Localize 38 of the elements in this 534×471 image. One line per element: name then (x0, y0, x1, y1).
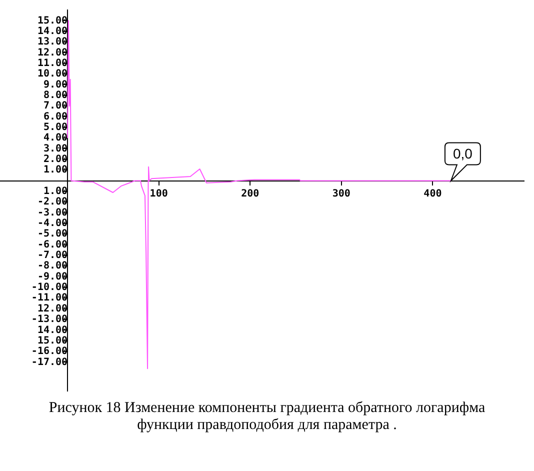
y-tick-label: -11.00 (31, 292, 68, 304)
y-tick-label: 15.00 (37, 335, 68, 346)
y-tick-label: 15.00 (37, 15, 68, 26)
y-tick-label: 3.00 (43, 143, 68, 154)
y-tick-label: 6.00 (43, 111, 68, 122)
y-tick-label: 12.00 (37, 303, 68, 314)
y-tick-label: 14.00 (37, 324, 68, 336)
y-tick-label: 8.00 (43, 90, 68, 101)
y-tick-label: 14.00 (37, 26, 68, 37)
x-tick-label: 200 (241, 188, 260, 200)
y-tick-label: -16.00 (31, 346, 68, 358)
y-tick-label: 1.00 (43, 164, 68, 176)
y-tick-label: 9.00 (43, 79, 68, 90)
y-tick-label: 7.00 (43, 100, 68, 112)
text: Рисунок 18 Изменение компоненты градиента обратного логарифма функции правдоподобия для параметра . (48, 400, 486, 434)
y-tick-label: -2.00 (37, 196, 68, 208)
annotation: 0,0 (452, 146, 473, 162)
y-tick-label: -6.00 (37, 239, 68, 250)
y-tick-label: 5.00 (43, 122, 68, 133)
y-tick-label: 13.00 (37, 36, 68, 48)
y-tick-label: -10.00 (31, 282, 68, 294)
y-tick-label: 2.00 (43, 154, 68, 166)
x-tick-label: 300 (332, 188, 350, 200)
y-tick-label: 10.00 (37, 68, 68, 80)
y-tick-label: 1.00 (43, 186, 68, 198)
y-tick-label: -4.00 (37, 218, 68, 230)
y-tick-label: -13.00 (31, 314, 68, 326)
x-tick-label: 100 (150, 188, 168, 200)
y-tick-label: -8.00 (37, 260, 68, 272)
y-tick-label: -7.00 (37, 250, 68, 262)
y-tick-label: -3.00 (37, 207, 68, 218)
y-tick-label: -9.00 (37, 271, 68, 282)
y-tick-label: 12.00 (37, 47, 68, 58)
y-tick-label: -5.00 (37, 228, 68, 240)
y-tick-label: -17.00 (31, 356, 68, 368)
y-tick-label: 4.00 (43, 132, 68, 144)
x-tick-label: 400 (424, 188, 442, 200)
y-tick-label: 11.00 (37, 58, 68, 69)
